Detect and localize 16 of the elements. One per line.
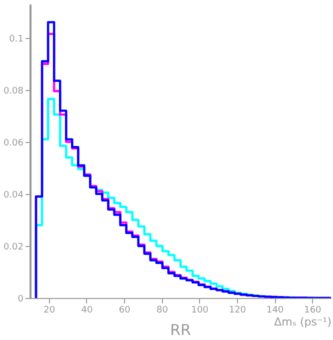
x-tick-label: 100	[191, 306, 209, 316]
x-axis-title: Δmₛ (ps⁻¹)	[274, 316, 332, 328]
y-tick-label: 0.06	[3, 138, 24, 148]
x-tick-label: 120	[228, 306, 246, 316]
y-tick-label: 0.1	[9, 34, 24, 44]
x-tick-label: 160	[304, 306, 322, 316]
x-tick-label: 40	[81, 306, 93, 316]
x-tick-label: 140	[266, 306, 284, 316]
y-tick-label: 0.04	[3, 190, 24, 200]
x-tick-label: 20	[44, 306, 56, 316]
text: RR	[170, 321, 191, 339]
x-tick-label: 80	[156, 306, 168, 316]
y-tick-label: 0.02	[3, 242, 24, 252]
y-tick-label: 0.08	[3, 86, 24, 96]
x-tick-label: 60	[118, 306, 131, 316]
y-tick-label: 0	[18, 294, 24, 304]
